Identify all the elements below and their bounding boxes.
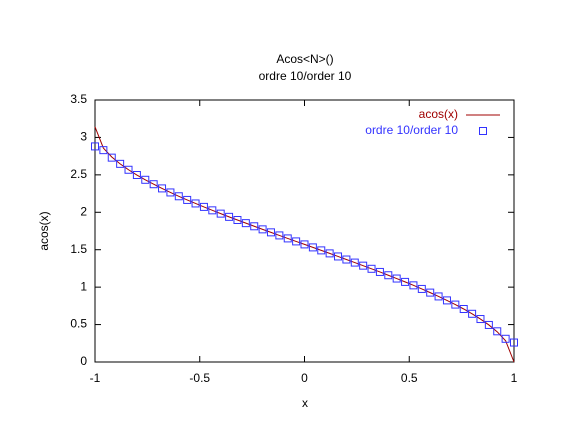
x-axis-label: x (302, 396, 308, 410)
data-point (417, 284, 426, 293)
data-point (409, 281, 418, 290)
y-axis-label: acos(x) (37, 211, 51, 250)
data-point (501, 334, 510, 343)
data-point (141, 175, 150, 184)
data-point (99, 146, 108, 155)
data-point (292, 237, 301, 246)
data-point (334, 252, 343, 261)
chart-title: Acos<N>() (276, 52, 333, 66)
data-point (250, 222, 259, 231)
data-point (426, 288, 435, 297)
data-point (359, 261, 368, 270)
data-point (283, 234, 292, 243)
data-point (208, 206, 217, 215)
data-point (317, 246, 326, 255)
data-point (166, 188, 175, 197)
data-point (510, 338, 518, 347)
data-point (442, 296, 451, 305)
legend-swatch (479, 127, 487, 135)
y-tick-label: 3 (80, 130, 87, 144)
data-point (434, 292, 443, 301)
data-point (493, 327, 502, 336)
data-point (233, 215, 242, 224)
data-point (451, 300, 460, 309)
data-point (266, 228, 275, 237)
data-point (241, 219, 250, 228)
data-point (300, 240, 309, 249)
data-point (183, 195, 192, 204)
data-point (107, 153, 116, 162)
data-point (149, 180, 158, 189)
x-tick-label: 1 (511, 371, 518, 385)
data-point (275, 231, 284, 240)
y-tick-label: 1.5 (70, 242, 87, 256)
data-point (392, 274, 401, 283)
data-point (350, 258, 359, 267)
data-point (91, 142, 99, 151)
y-tick-label: 0.5 (70, 317, 87, 331)
data-point (367, 264, 376, 273)
y-tick-label: 3.5 (70, 92, 87, 106)
x-tick-label: -0.5 (189, 371, 210, 385)
y-tick-label: 0 (80, 354, 87, 368)
data-point (191, 199, 200, 208)
chart-subtitle: ordre 10/order 10 (259, 69, 352, 83)
legend-label: ordre 10/order 10 (365, 123, 458, 137)
data-point (401, 277, 410, 286)
data-point (384, 271, 393, 280)
plot-frame (94, 99, 515, 363)
data-point (216, 209, 225, 218)
data-point (325, 249, 334, 258)
data-point (484, 320, 493, 329)
data-point (174, 192, 183, 201)
y-tick-label: 2 (80, 204, 87, 218)
data-point (158, 184, 167, 193)
data-point (258, 225, 267, 234)
data-point (132, 171, 141, 180)
data-point (308, 243, 317, 252)
data-point (375, 267, 384, 276)
data-point (476, 315, 485, 324)
x-tick-label: 0 (301, 371, 308, 385)
series-line (94, 126, 515, 363)
y-tick-label: 2.5 (70, 167, 87, 181)
x-tick-label: 0.5 (401, 371, 418, 385)
data-point (459, 305, 468, 314)
x-tick-label: -1 (90, 371, 101, 385)
data-point (199, 202, 208, 211)
data-point (116, 159, 125, 168)
data-point (468, 309, 477, 318)
data-point (342, 255, 351, 264)
data-point (225, 212, 234, 221)
y-tick-label: 1 (80, 279, 87, 293)
data-point (124, 165, 133, 174)
legend-label: acos(x) (419, 107, 458, 121)
